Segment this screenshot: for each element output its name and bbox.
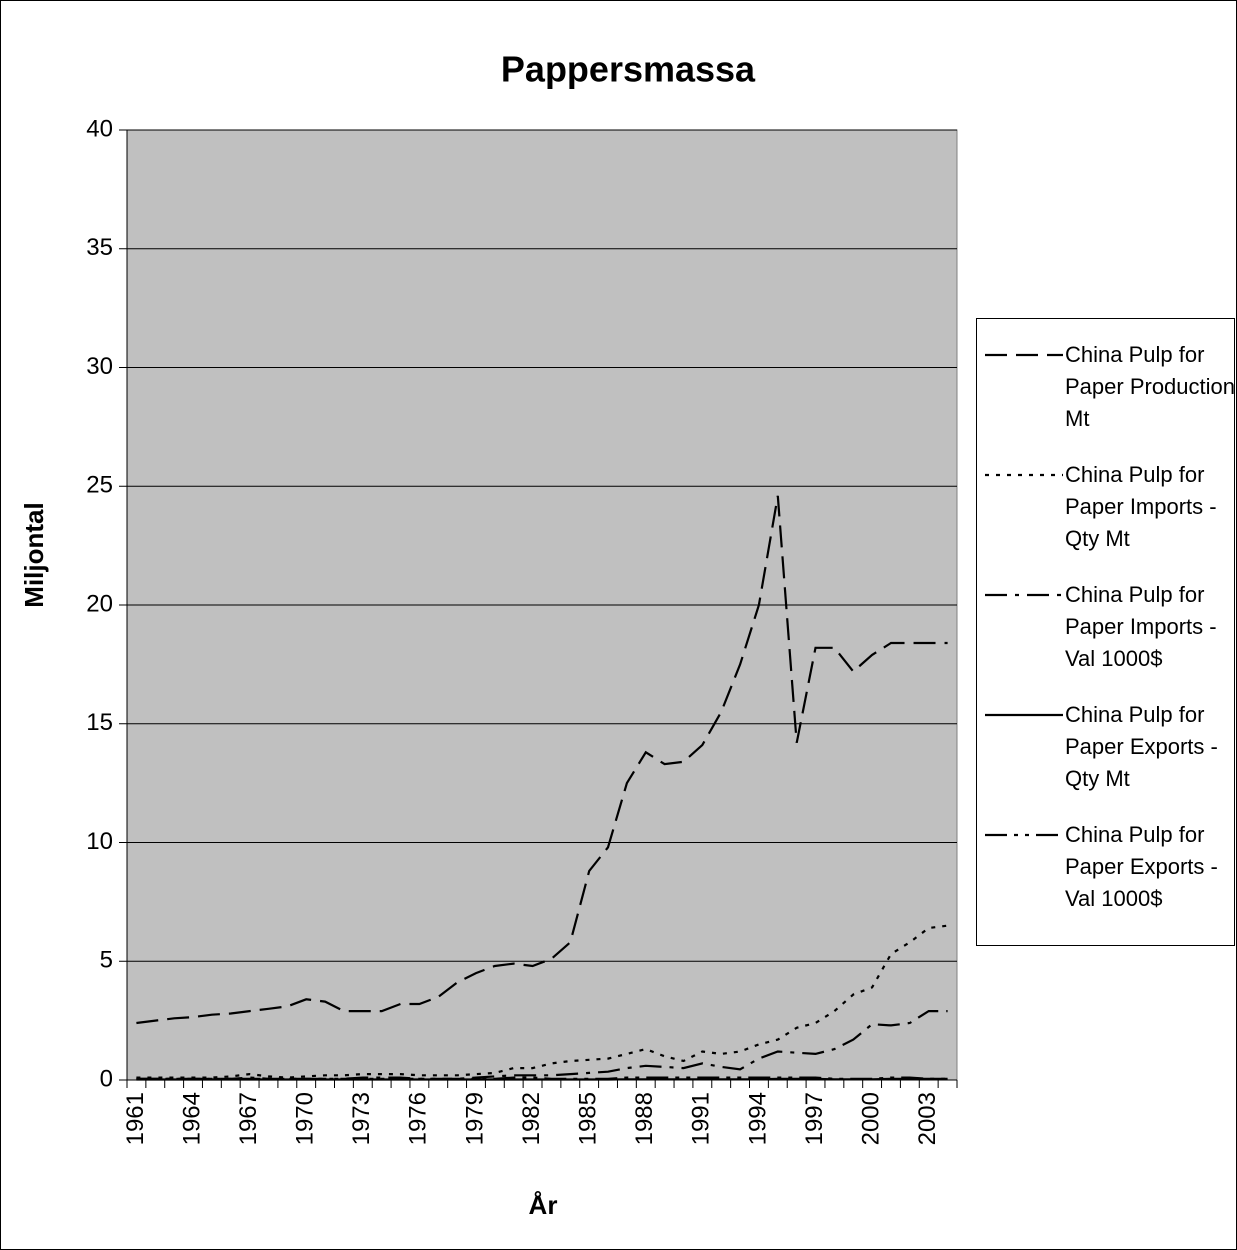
legend-label: China Pulp for Paper Production Mt bbox=[1065, 342, 1235, 431]
x-tick-label: 2003 bbox=[914, 1092, 941, 1145]
series-line bbox=[136, 1076, 948, 1080]
x-tick-label: 1976 bbox=[405, 1092, 432, 1145]
y-axis-label: Miljontal bbox=[19, 502, 49, 607]
x-tick-label: 1991 bbox=[688, 1092, 715, 1145]
legend-label: China Pulp for Paper Exports - Qty Mt bbox=[1065, 702, 1218, 791]
series-line bbox=[136, 495, 948, 1025]
y-tick-label: 5 bbox=[100, 947, 113, 974]
legend-label: China Pulp for Paper Imports - Qty Mt bbox=[1065, 462, 1217, 551]
y-tick-label: 0 bbox=[100, 1065, 113, 1092]
x-tick-label: 1985 bbox=[575, 1092, 602, 1145]
legend: China Pulp for Paper Production Mt China … bbox=[976, 318, 1235, 946]
chart-title: Pappersmassa bbox=[501, 49, 756, 90]
legend-swatch bbox=[985, 353, 1063, 357]
y-tick-label: 20 bbox=[86, 590, 113, 617]
y-tick-label: 15 bbox=[86, 709, 113, 736]
series-line bbox=[136, 1077, 948, 1081]
x-tick-label: 1988 bbox=[631, 1092, 658, 1145]
legend-swatch bbox=[985, 473, 1063, 477]
legend-swatch bbox=[985, 713, 1063, 717]
x-tick-label: 1982 bbox=[518, 1092, 545, 1145]
x-tick-label: 2000 bbox=[857, 1092, 884, 1145]
legend-swatch bbox=[985, 593, 1063, 597]
legend-label: China Pulp for Paper Exports - Val 1000$ bbox=[1065, 822, 1218, 911]
x-axis-label: År bbox=[529, 1190, 558, 1220]
series-line bbox=[136, 924, 948, 1079]
x-tick-label: 1979 bbox=[461, 1092, 488, 1145]
x-tick-label: 1997 bbox=[801, 1092, 828, 1145]
x-tick-label: 1961 bbox=[122, 1092, 149, 1145]
y-tick-label: 40 bbox=[86, 115, 113, 142]
x-tick-label: 1964 bbox=[178, 1092, 205, 1145]
y-tick-label: 10 bbox=[86, 828, 113, 855]
y-tick-label: 25 bbox=[86, 472, 113, 499]
legend-swatch bbox=[985, 833, 1063, 837]
x-tick-label: 1967 bbox=[235, 1092, 262, 1145]
y-tick-label: 30 bbox=[86, 353, 113, 380]
y-tick-label: 35 bbox=[86, 234, 113, 261]
legend-label: China Pulp for Paper Imports - Val 1000$ bbox=[1065, 582, 1217, 671]
x-tick-label: 1994 bbox=[744, 1092, 771, 1145]
x-tick-label: 1973 bbox=[348, 1092, 375, 1145]
x-tick-label: 1970 bbox=[292, 1092, 319, 1145]
